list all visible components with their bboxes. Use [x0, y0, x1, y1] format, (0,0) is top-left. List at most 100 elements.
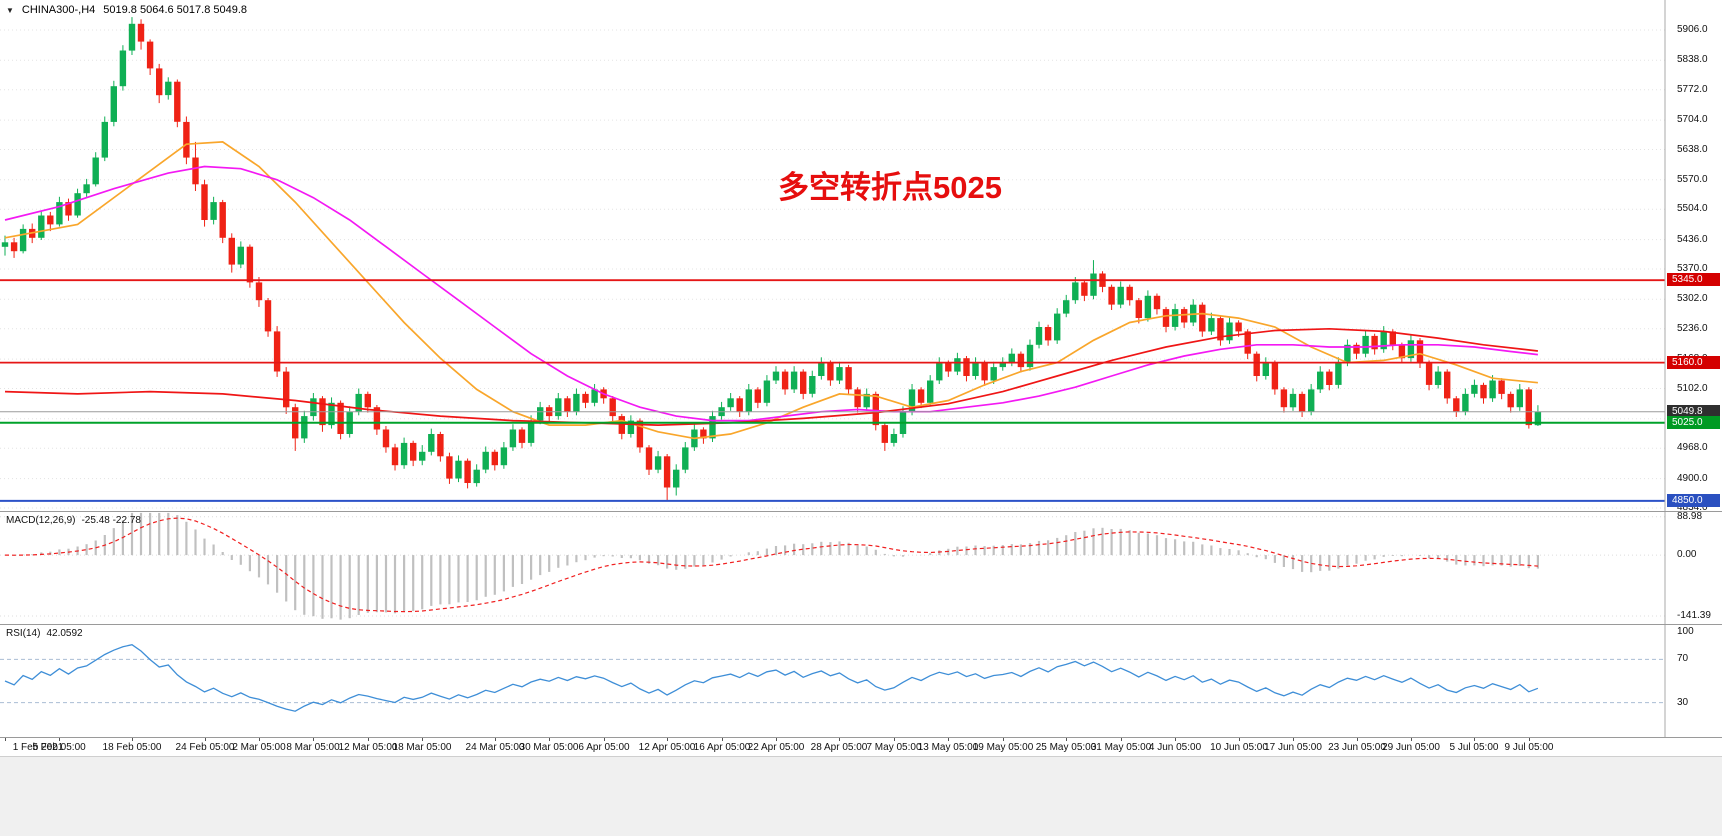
rsi-scale-label: 30 — [1677, 696, 1689, 708]
rsi-scale-label: 100 — [1677, 626, 1694, 637]
price-tick-label: 5436.0 — [1677, 233, 1708, 245]
price-tick-label: 5838.0 — [1677, 54, 1708, 66]
ma-mid-line[interactable] — [4, 165, 1538, 422]
price-tick-label: 5772.0 — [1677, 83, 1708, 95]
rsi-scale[interactable]: 100 70 30 — [1666, 625, 1722, 737]
time-axis-tick — [1175, 738, 1176, 741]
time-axis-label: 10 Jun 05:00 — [1210, 742, 1268, 753]
panel-separator — [0, 624, 1722, 625]
time-axis-tick — [667, 738, 668, 741]
time-axis-label: 16 Apr 05:00 — [693, 742, 751, 753]
macd-indicator-panel[interactable] — [0, 512, 1722, 624]
time-axis-tick — [1357, 738, 1358, 741]
chart-marker-icon[interactable]: ▼ — [6, 5, 14, 15]
panel-separator — [0, 737, 1722, 738]
time-axis-label: 6 Apr 05:00 — [578, 742, 630, 753]
time-axis-label: 29 Jun 05:00 — [1382, 742, 1440, 753]
time-axis-tick — [1066, 738, 1067, 741]
time-axis-tick — [132, 738, 133, 741]
price-tick-label: 5638.0 — [1677, 143, 1708, 155]
rsi-indicator-label: RSI(14) 42.0592 — [6, 628, 83, 639]
time-axis-label: 19 May 05:00 — [972, 742, 1034, 753]
time-axis-tick — [259, 738, 260, 741]
time-axis-label: 7 May 05:00 — [866, 742, 922, 753]
price-scale[interactable]: 5906.0 5838.0 5772.0 5704.0 5638.0 5570.0 5504… — [1666, 0, 1722, 513]
time-axis-tick — [313, 738, 314, 741]
ma-fast-line[interactable] — [4, 141, 1538, 440]
time-axis-tick — [722, 738, 723, 741]
price-tick-label: 5704.0 — [1677, 114, 1708, 126]
price-tick-label: 5504.0 — [1677, 203, 1708, 215]
time-axis-tick — [495, 738, 496, 741]
main-price-chart[interactable] — [0, 0, 1722, 511]
time-axis-tick — [5, 738, 6, 741]
time-axis-label: 18 Feb 05:00 — [102, 742, 162, 753]
price-tick-label: 5570.0 — [1677, 173, 1708, 185]
time-axis-label: 5 Jul 05:00 — [1449, 742, 1499, 753]
rsi-value: 42.0592 — [46, 628, 83, 639]
macd-indicator-label: MACD(12,26,9) -25.48 -22.78 — [6, 515, 141, 526]
time-axis-tick — [948, 738, 949, 741]
time-axis-tick — [894, 738, 895, 741]
price-badge-5345.0: 5345.0 — [1667, 273, 1720, 287]
macd-name: MACD(12,26,9) — [6, 515, 76, 526]
time-axis-tick — [1121, 738, 1122, 741]
macd-signal-line — [4, 517, 1538, 613]
time-axis-label: 25 May 05:00 — [1035, 742, 1097, 753]
price-tick-label: 5102.0 — [1677, 382, 1708, 394]
price-badge-5160.0: 5160.0 — [1667, 355, 1720, 369]
time-axis-tick — [1529, 738, 1530, 741]
symbol-timeframe-label: CHINA300-,H4 — [21, 4, 96, 16]
time-axis[interactable]: 1 Feb 2021 5 Feb 05:00 18 Feb 05:00 24 Feb … — [0, 738, 1722, 756]
price-tick-label: 4834.0 — [1677, 502, 1708, 513]
time-axis-tick — [1474, 738, 1475, 741]
price-tick-label: 4968.0 — [1677, 442, 1708, 454]
time-axis-tick — [205, 738, 206, 741]
price-badge-5025.0: 5025.0 — [1667, 415, 1720, 429]
time-axis-label: 18 Mar 05:00 — [392, 742, 452, 753]
macd-scale-label: -141.39 — [1677, 609, 1711, 621]
time-axis-label: 30 Mar 05:00 — [519, 742, 579, 753]
time-axis-label: 12 Apr 05:00 — [638, 742, 696, 753]
time-axis-label: 28 Apr 05:00 — [810, 742, 868, 753]
price-tick-label: 5302.0 — [1677, 293, 1708, 305]
time-axis-label: 22 Apr 05:00 — [747, 742, 805, 753]
time-axis-label: 23 Jun 05:00 — [1328, 742, 1386, 753]
time-axis-tick — [59, 738, 60, 741]
time-axis-label: 17 Jun 05:00 — [1264, 742, 1322, 753]
time-axis-tick — [604, 738, 605, 741]
price-tick-label: 5370.0 — [1677, 263, 1708, 274]
rsi-line — [4, 644, 1539, 712]
price-badge-5049.8: 5049.8 — [1667, 404, 1720, 418]
time-axis-tick — [1293, 738, 1294, 741]
time-axis-label: 8 Mar 05:00 — [286, 742, 340, 753]
price-badge-4850.0: 4850.0 — [1667, 493, 1720, 507]
time-axis-tick — [549, 738, 550, 741]
time-axis-label: 2 Mar 05:00 — [232, 742, 286, 753]
time-axis-tick — [839, 738, 840, 741]
time-axis-label: 31 May 05:00 — [1090, 742, 1152, 753]
time-axis-label: 13 May 05:00 — [917, 742, 979, 753]
ma-slow-line[interactable] — [4, 327, 1538, 426]
rsi-name: RSI(14) — [6, 628, 41, 639]
price-tick-label: 5236.0 — [1677, 322, 1708, 334]
macd-scale[interactable]: 88.98 0.00 -141.39 — [1666, 510, 1722, 624]
time-axis-label: 1 Feb 2021 — [12, 742, 64, 753]
time-axis-label: 24 Feb 05:00 — [175, 742, 235, 753]
time-axis-tick — [368, 738, 369, 741]
time-axis-tick — [1003, 738, 1004, 741]
annotation-text[interactable]: 多空转折点5025 — [778, 170, 1002, 205]
panel-separator — [0, 511, 1722, 512]
time-axis-label: 9 Jul 05:00 — [1504, 742, 1554, 753]
time-axis-label: 4 Jun 05:00 — [1148, 742, 1202, 753]
time-axis-label: 12 Mar 05:00 — [338, 742, 398, 753]
time-axis-tick — [1239, 738, 1240, 741]
macd-histogram — [13, 512, 1540, 620]
footer-strip — [0, 756, 1722, 836]
symbol-ohlc-line: ▼ CHINA300-,H4 5019.8 5064.6 5017.8 5049… — [6, 4, 247, 16]
rsi-scale-label: 70 — [1677, 653, 1689, 665]
time-axis-tick — [1411, 738, 1412, 741]
macd-scale-label: 88.98 — [1677, 510, 1703, 522]
rsi-indicator-panel[interactable] — [0, 625, 1722, 737]
